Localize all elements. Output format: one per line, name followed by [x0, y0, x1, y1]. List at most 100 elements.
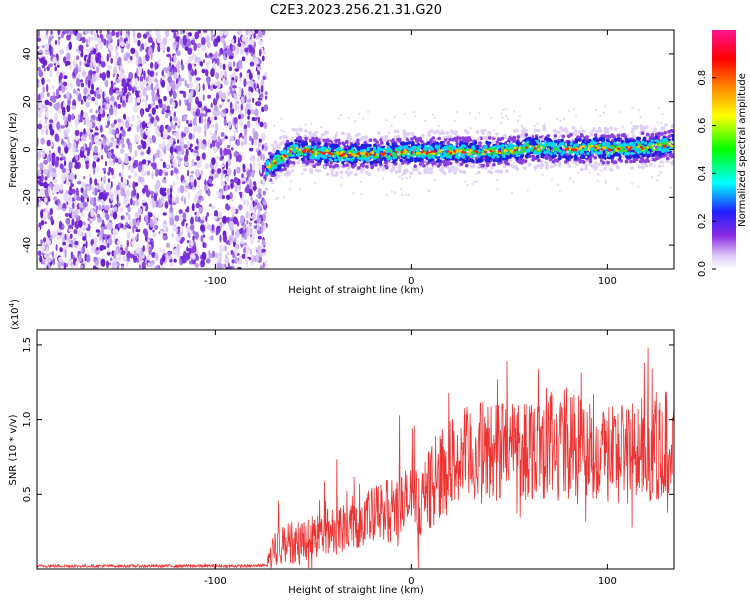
noise-speckle: [81, 71, 87, 77]
noise-speckle: [59, 49, 65, 55]
signal-band-cell: [557, 163, 562, 168]
noise-speckle: [237, 37, 240, 45]
noise-speckle: [185, 252, 191, 261]
noise-speckle: [250, 155, 253, 162]
noise-speckle: [201, 44, 206, 52]
noise-speckle: [227, 158, 232, 167]
noise-speckle: [233, 93, 237, 99]
noise-speckle: [39, 162, 44, 170]
noise-speckle: [151, 171, 154, 180]
noise-speckle: [246, 120, 251, 128]
noise-speckle: [78, 66, 82, 73]
noise-speckle: [173, 54, 177, 64]
noise-speckle: [85, 163, 89, 170]
noise-speckle: [145, 107, 150, 113]
noise-speckle: [251, 255, 256, 263]
noise-speckle: [47, 239, 51, 245]
noise-speckle: [59, 157, 64, 161]
noise-speckle: [71, 211, 75, 219]
noise-speckle: [52, 154, 56, 162]
noise-speckle: [85, 101, 90, 108]
noise-speckle: [57, 146, 61, 154]
noise-speckle: [134, 134, 139, 143]
signal-band-cell: [484, 137, 488, 142]
noise-speckle: [126, 251, 131, 260]
noise-speckle: [190, 240, 194, 247]
noise-speckle: [46, 246, 49, 255]
noise-speckle: [149, 70, 155, 77]
noise-speckle: [173, 32, 177, 39]
noise-speckle: [168, 137, 173, 147]
noise-speckle: [71, 218, 75, 226]
noise-speckle: [214, 116, 218, 121]
noise-speckle: [234, 243, 239, 250]
signal-band-cell: [542, 124, 546, 129]
noise-speckle: [188, 146, 192, 151]
noise-speckle: [40, 220, 45, 226]
noise-speckle: [153, 97, 155, 107]
noise-speckle: [61, 138, 64, 145]
noise-speckle: [257, 235, 262, 240]
noise-speckle: [191, 186, 196, 191]
noise-speckle: [181, 254, 187, 264]
noise-speckle: [52, 230, 56, 239]
noise-speckle: [165, 67, 169, 74]
noise-speckle: [61, 152, 64, 159]
noise-speckle: [69, 233, 73, 239]
noise-speckle: [110, 136, 115, 143]
noise-speckle: [62, 101, 66, 109]
noise-speckle: [74, 129, 80, 137]
signal-band-cell: [563, 160, 568, 164]
noise-speckle: [96, 164, 99, 173]
signal-band-cell: [516, 135, 521, 139]
noise-speckle: [115, 158, 119, 163]
noise-speckle: [202, 152, 206, 160]
noise-speckle: [107, 99, 110, 105]
noise-speckle: [184, 181, 188, 187]
signal-band-cell: [436, 164, 441, 168]
noise-speckle: [172, 116, 178, 122]
noise-speckle: [170, 170, 174, 176]
noise-speckle: [107, 64, 112, 70]
noise-speckle: [221, 137, 225, 142]
signal-band-cell: [329, 160, 334, 165]
noise-speckle: [80, 187, 84, 194]
signal-band-cell: [367, 172, 372, 177]
noise-speckle: [120, 175, 124, 183]
noise-speckle: [169, 146, 174, 154]
noise-speckle: [243, 124, 248, 130]
noise-speckle: [71, 105, 76, 110]
noise-speckle: [166, 188, 170, 195]
noise-speckle: [231, 228, 234, 237]
noise-speckle: [248, 43, 253, 53]
noise-speckle: [171, 30, 175, 33]
noise-speckle: [154, 252, 159, 261]
noise-speckle: [128, 184, 131, 188]
noise-speckle: [251, 138, 254, 146]
noise-speckle: [68, 237, 71, 243]
noise-speckle: [41, 245, 46, 250]
noise-speckle: [80, 99, 84, 105]
noise-speckle: [157, 149, 159, 154]
noise-speckle: [49, 182, 52, 189]
noise-speckle: [125, 40, 129, 47]
noise-speckle: [248, 30, 252, 38]
noise-speckle: [235, 229, 240, 239]
noise-speckle: [161, 254, 166, 263]
noise-speckle: [86, 160, 89, 165]
noise-speckle: [200, 224, 205, 232]
noise-speckle: [124, 155, 129, 164]
noise-speckle: [140, 151, 144, 156]
signal-band-cell: [481, 131, 485, 135]
signal-band-cell: [304, 136, 308, 141]
noise-speckle: [40, 174, 44, 183]
noise-speckle: [189, 74, 193, 83]
noise-speckle: [91, 96, 96, 102]
noise-speckle: [146, 138, 150, 147]
noise-speckle: [173, 258, 177, 263]
noise-speckle: [212, 133, 217, 141]
noise-speckle: [72, 202, 75, 210]
noise-speckle: [111, 262, 115, 269]
noise-speckle: [66, 180, 70, 187]
noise-speckle: [200, 170, 204, 176]
